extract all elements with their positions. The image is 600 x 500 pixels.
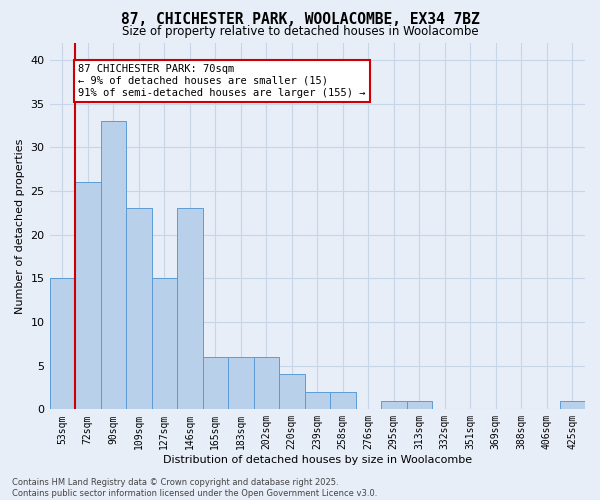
- Bar: [381, 400, 407, 409]
- Bar: [407, 400, 432, 409]
- Bar: [152, 278, 177, 409]
- Bar: [75, 182, 101, 410]
- Text: 87, CHICHESTER PARK, WOOLACOMBE, EX34 7BZ: 87, CHICHESTER PARK, WOOLACOMBE, EX34 7B…: [121, 12, 479, 28]
- Bar: [330, 392, 356, 409]
- Text: Size of property relative to detached houses in Woolacombe: Size of property relative to detached ho…: [122, 25, 478, 38]
- Bar: [203, 357, 228, 410]
- Bar: [177, 208, 203, 410]
- Y-axis label: Number of detached properties: Number of detached properties: [15, 138, 25, 314]
- Bar: [126, 208, 152, 410]
- Text: Contains HM Land Registry data © Crown copyright and database right 2025.
Contai: Contains HM Land Registry data © Crown c…: [12, 478, 377, 498]
- Bar: [101, 121, 126, 410]
- Bar: [50, 278, 75, 409]
- Bar: [560, 400, 585, 409]
- Bar: [228, 357, 254, 410]
- Bar: [279, 374, 305, 410]
- X-axis label: Distribution of detached houses by size in Woolacombe: Distribution of detached houses by size …: [163, 455, 472, 465]
- Bar: [305, 392, 330, 409]
- Bar: [254, 357, 279, 410]
- Text: 87 CHICHESTER PARK: 70sqm
← 9% of detached houses are smaller (15)
91% of semi-d: 87 CHICHESTER PARK: 70sqm ← 9% of detach…: [78, 64, 365, 98]
